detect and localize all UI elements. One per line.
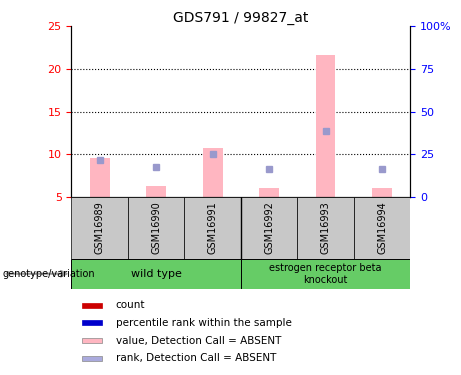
Text: percentile rank within the sample: percentile rank within the sample bbox=[116, 318, 291, 328]
Bar bbox=[184, 197, 241, 259]
Text: genotype/variation: genotype/variation bbox=[2, 269, 95, 279]
Bar bbox=[71, 197, 128, 259]
Bar bbox=[241, 197, 297, 259]
Text: wild type: wild type bbox=[131, 269, 182, 279]
Text: GSM16989: GSM16989 bbox=[95, 201, 105, 254]
Bar bbox=[90, 159, 110, 197]
Text: GSM16991: GSM16991 bbox=[207, 201, 218, 254]
Bar bbox=[259, 188, 279, 197]
Bar bbox=[82, 338, 102, 343]
Bar bbox=[128, 197, 184, 259]
Bar bbox=[354, 197, 410, 259]
Title: GDS791 / 99827_at: GDS791 / 99827_at bbox=[173, 11, 308, 25]
Bar bbox=[82, 356, 102, 361]
Bar bbox=[82, 303, 102, 307]
Bar bbox=[372, 188, 392, 197]
Text: GSM16993: GSM16993 bbox=[320, 201, 331, 254]
Text: rank, Detection Call = ABSENT: rank, Detection Call = ABSENT bbox=[116, 353, 276, 363]
Bar bbox=[316, 55, 336, 197]
Bar bbox=[71, 259, 241, 289]
Bar bbox=[82, 321, 102, 325]
Text: count: count bbox=[116, 300, 145, 310]
Text: value, Detection Call = ABSENT: value, Detection Call = ABSENT bbox=[116, 336, 281, 346]
Text: estrogen receptor beta
knockout: estrogen receptor beta knockout bbox=[269, 262, 382, 285]
Text: GSM16992: GSM16992 bbox=[264, 201, 274, 254]
Bar bbox=[297, 197, 354, 259]
Text: GSM16994: GSM16994 bbox=[377, 201, 387, 254]
Bar bbox=[241, 259, 410, 289]
Text: GSM16990: GSM16990 bbox=[151, 201, 161, 254]
Bar bbox=[146, 186, 166, 197]
Bar bbox=[203, 148, 223, 197]
